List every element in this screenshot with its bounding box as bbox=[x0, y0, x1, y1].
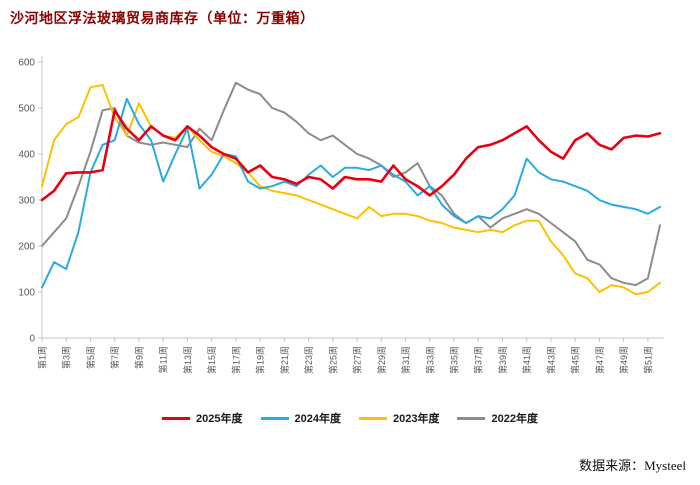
y-tick-label: 600 bbox=[18, 58, 35, 69]
series-line-2025年度 bbox=[40, 109, 662, 202]
series-line-2022年度 bbox=[41, 81, 661, 287]
x-tick-label: 第13周 bbox=[182, 346, 193, 374]
y-tick-label: 300 bbox=[18, 196, 35, 207]
x-tick-label: 第21周 bbox=[279, 346, 290, 374]
x-tick-label: 第19周 bbox=[255, 346, 266, 374]
chart-legend: 2025年度 2024年度 2023年度 2022年度 bbox=[0, 410, 700, 426]
series-line-2023年度 bbox=[41, 84, 661, 296]
x-tick-label: 第5周 bbox=[85, 346, 96, 369]
legend-item-2022年度: 2022年度 bbox=[457, 410, 538, 426]
legend-label: 2024年度 bbox=[294, 413, 341, 425]
y-tick-label: 400 bbox=[18, 150, 35, 161]
x-tick-label: 第49周 bbox=[618, 346, 629, 374]
x-tick-label: 第17周 bbox=[230, 346, 241, 374]
legend-line-swatch bbox=[260, 416, 289, 420]
x-tick-label: 第39周 bbox=[497, 346, 508, 374]
legend-item-2024年度: 2024年度 bbox=[260, 410, 341, 426]
line-chart: 0 100 200 300 400 500 600 第1周 第3周 第5周 第7周 第9周 第11周 第1… bbox=[18, 56, 664, 374]
y-tick-label: 500 bbox=[18, 104, 35, 115]
x-tick-label: 第35周 bbox=[449, 346, 460, 374]
x-tick-label: 第37周 bbox=[473, 346, 484, 374]
x-tick-label: 第41周 bbox=[521, 346, 532, 374]
x-tick-label: 第29周 bbox=[376, 346, 387, 374]
x-tick-label: 第25周 bbox=[327, 346, 338, 374]
x-tick-label: 第7周 bbox=[109, 346, 120, 369]
legend-item-2023年度: 2023年度 bbox=[359, 410, 439, 426]
legend-label: 2023年度 bbox=[393, 413, 440, 425]
y-tick-label: 0 bbox=[29, 334, 35, 345]
x-tick-label: 第3周 bbox=[61, 346, 72, 369]
y-tick-label: 200 bbox=[18, 242, 35, 253]
x-tick-label: 第33周 bbox=[424, 346, 435, 374]
x-tick-label: 第23周 bbox=[303, 346, 314, 374]
chart-title: 沙河地区浮法玻璃贸易商库存（单位：万重箱） bbox=[10, 10, 315, 26]
legend-label: 2025年度 bbox=[196, 413, 243, 425]
x-tick-label: 第47周 bbox=[594, 346, 605, 374]
series-line-2024年度 bbox=[41, 97, 661, 289]
legend-line-swatch bbox=[359, 416, 387, 420]
legend-line-swatch bbox=[162, 416, 191, 420]
x-tick-label: 第11周 bbox=[158, 346, 169, 373]
x-tick-label: 第51周 bbox=[642, 346, 653, 374]
x-tick-label: 第15周 bbox=[206, 346, 217, 374]
y-tick-label: 100 bbox=[18, 288, 35, 299]
x-tick-label: 第31周 bbox=[400, 346, 411, 374]
x-tick-label: 第43周 bbox=[545, 346, 556, 374]
legend-line-swatch bbox=[457, 416, 486, 420]
x-tick-label: 第9周 bbox=[133, 346, 144, 369]
legend-item-2025年度: 2025年度 bbox=[162, 410, 243, 426]
legend-label: 2022年度 bbox=[491, 413, 538, 425]
x-tick-label: 第45周 bbox=[570, 346, 581, 374]
x-tick-label: 第1周 bbox=[37, 346, 48, 369]
data-source-label: 数据来源：Mysteel bbox=[579, 458, 686, 473]
x-tick-label: 第27周 bbox=[352, 346, 363, 374]
